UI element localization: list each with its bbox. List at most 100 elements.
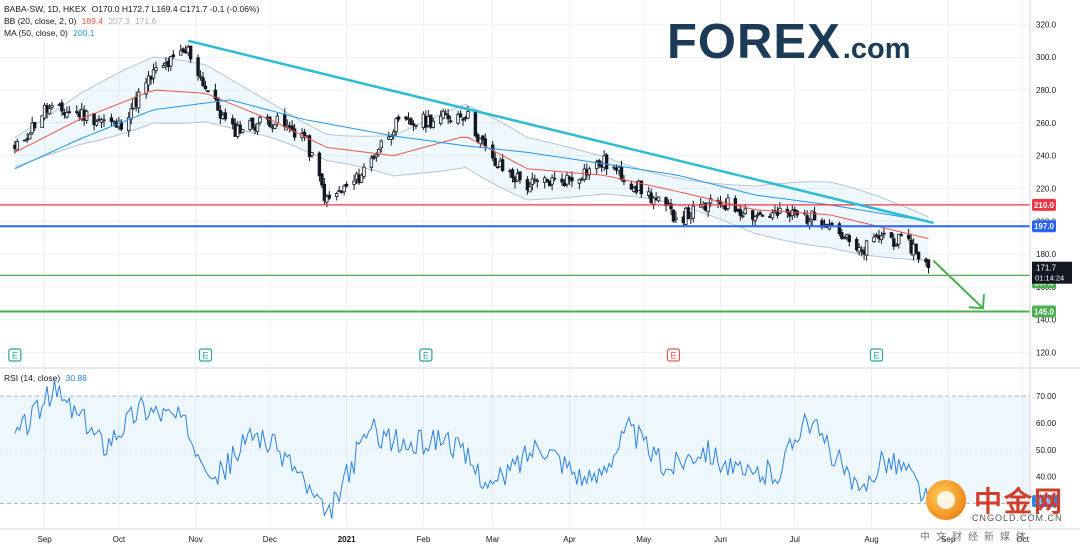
candle-body <box>67 111 72 114</box>
time-tick-label: Sep <box>37 535 52 544</box>
candle <box>206 90 210 93</box>
earnings-label: E <box>202 351 208 361</box>
candle <box>171 50 176 59</box>
candle <box>196 54 200 81</box>
candle-body <box>127 117 131 132</box>
candle <box>60 99 64 116</box>
candle <box>201 71 205 88</box>
candle-body <box>812 212 817 221</box>
candle <box>67 105 72 114</box>
candle-body <box>842 237 847 240</box>
candle <box>775 206 780 219</box>
candle <box>250 117 255 130</box>
rsi-tick-label: 70.00 <box>1036 392 1057 401</box>
candle-body <box>119 122 124 130</box>
candle-body <box>708 198 713 204</box>
candle-body <box>196 57 200 77</box>
candle <box>136 88 141 114</box>
candle <box>518 171 522 184</box>
candle-body <box>879 235 884 241</box>
candle-body <box>181 48 185 53</box>
candle-body <box>32 122 37 129</box>
candle-body <box>753 216 757 222</box>
candle-body <box>404 116 408 120</box>
earnings-box <box>869 348 884 362</box>
coin-icon <box>926 480 966 520</box>
candle <box>238 120 242 135</box>
level-145-tag: 145.0 <box>1032 305 1056 318</box>
forecast-arrow <box>932 259 984 309</box>
candle <box>439 110 443 126</box>
candle-body <box>203 85 208 89</box>
candle <box>481 135 485 145</box>
candle-body <box>528 186 532 193</box>
price-tick-label: 280.0 <box>1036 86 1057 95</box>
candle-body <box>533 178 537 181</box>
candle-body <box>473 112 478 137</box>
candle-body <box>389 136 393 140</box>
price-tick-label: 300.0 <box>1036 53 1057 62</box>
candle-body <box>161 65 166 68</box>
candle-body <box>510 169 515 179</box>
candle <box>188 45 193 63</box>
candle <box>872 233 876 243</box>
candle-body <box>94 121 99 126</box>
candle <box>500 153 505 172</box>
candle <box>758 210 762 216</box>
level-tag-label: 210.0 <box>1034 201 1055 210</box>
level-tag-label: 197.0 <box>1034 222 1055 231</box>
candle <box>344 181 349 188</box>
legend-rsi-row[interactable]: RSI (14, close) 30.88 <box>4 373 87 384</box>
candle <box>587 166 591 180</box>
candle <box>273 123 277 130</box>
candle-body <box>109 117 114 122</box>
candle <box>530 172 535 191</box>
candle-body <box>899 234 903 236</box>
candle-body <box>369 157 374 168</box>
candle-body <box>292 128 297 138</box>
candle-body <box>102 119 106 122</box>
time-tick-label: Jul <box>790 535 800 544</box>
earnings-box <box>666 348 681 362</box>
candle-body <box>656 196 661 202</box>
candle-body <box>587 168 591 176</box>
legend-bb-row[interactable]: BB (20, close, 2, 0) 189.4 207.3 171.6 <box>4 16 156 27</box>
candle-body <box>327 194 332 199</box>
watermark-domain: CNGOLD.COM.CN <box>972 513 1063 523</box>
candle <box>528 181 532 193</box>
candle-body <box>15 140 20 151</box>
candle <box>317 151 322 182</box>
legend-ma-value: 200.1 <box>73 28 95 38</box>
candle-body <box>443 113 448 115</box>
level-tag-label: 145.0 <box>1034 308 1055 317</box>
candle <box>394 117 398 136</box>
candle <box>268 116 272 128</box>
candle <box>837 221 842 237</box>
candle-body <box>362 166 366 177</box>
candle-body <box>28 133 32 140</box>
candle <box>15 138 20 152</box>
level-210-tag: 210.0 <box>1032 198 1056 211</box>
candle-body <box>461 118 465 121</box>
candle-body <box>577 179 582 184</box>
legend-ma-row[interactable]: MA (50, close, 0) 200.1 <box>4 28 94 39</box>
candle <box>906 228 911 241</box>
candle <box>889 231 894 239</box>
candle-body <box>188 45 193 60</box>
price-tick-label: 140.0 <box>1036 316 1057 325</box>
candle-body <box>238 124 242 134</box>
candle <box>778 202 782 215</box>
candle-body <box>310 152 314 156</box>
candle <box>379 139 383 153</box>
time-tick-label: Oct <box>113 535 126 544</box>
candle-body <box>706 202 710 213</box>
candle-body <box>872 236 876 243</box>
earnings-marker: E <box>198 348 213 362</box>
candle-body <box>743 208 747 215</box>
candle <box>352 174 356 190</box>
candle-body <box>169 56 173 67</box>
candle <box>525 176 530 195</box>
candle-body <box>50 104 54 108</box>
legend-symbol-row: BABA-SW, 1D, HKEX O170.0 H172.7 L169.4 C… <box>4 4 259 15</box>
